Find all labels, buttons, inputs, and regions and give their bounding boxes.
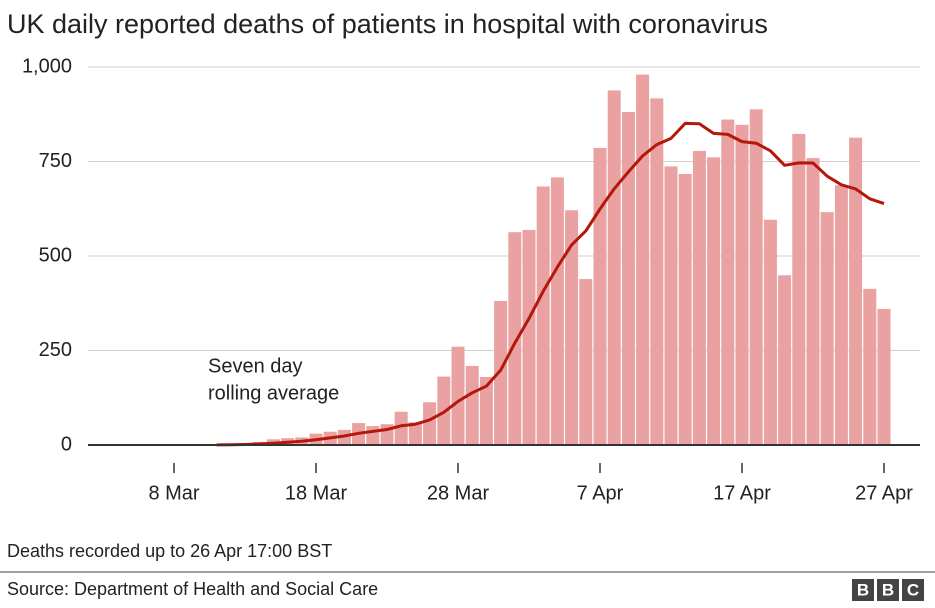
bar: [479, 376, 493, 445]
bar: [565, 210, 579, 445]
bar: [749, 109, 763, 445]
bar: [607, 90, 621, 445]
bar: [408, 422, 422, 445]
rolling-average-line: [216, 121, 885, 447]
y-tick-label: 0: [61, 433, 72, 455]
bar: [721, 119, 735, 446]
bar: [820, 212, 834, 445]
bar: [692, 150, 706, 445]
x-tick-label: 18 Mar: [285, 482, 348, 504]
logo-box: [877, 579, 899, 601]
bar: [465, 365, 479, 445]
bar: [763, 219, 777, 445]
bar: [792, 133, 806, 445]
bar: [778, 275, 792, 445]
chart-title: UK daily reported deaths of patients in …: [7, 9, 768, 39]
bar: [522, 229, 536, 445]
bar: [636, 74, 650, 445]
bar: [536, 186, 550, 445]
bar: [621, 111, 635, 446]
logo-box: [902, 579, 924, 601]
bar: [863, 288, 877, 445]
bar: [806, 158, 820, 445]
bar: [664, 166, 678, 445]
bar: [550, 177, 564, 445]
bar: [707, 157, 721, 446]
note: Deaths recorded up to 26 Apr 17:00 BST: [7, 541, 332, 561]
bar: [394, 411, 408, 445]
line-label: rolling average: [208, 382, 339, 404]
x-tick-label: 7 Apr: [577, 482, 624, 504]
bar: [494, 300, 508, 445]
bar: [579, 279, 593, 445]
bar: [508, 232, 522, 445]
x-tick-label: 28 Mar: [427, 482, 490, 504]
bar: [834, 185, 848, 445]
y-tick-label: 250: [39, 339, 72, 361]
x-tick-label: 17 Apr: [713, 482, 771, 504]
bar: [877, 308, 891, 445]
y-tick-label: 750: [39, 150, 72, 172]
bar: [678, 173, 692, 445]
x-tick-label: 27 Apr: [855, 482, 913, 504]
logo-letter: B: [882, 580, 894, 599]
bar: [423, 402, 437, 445]
bar: [849, 137, 863, 445]
bar: [366, 426, 380, 445]
logo-letter: C: [907, 580, 919, 599]
x-tick-label: 8 Mar: [148, 482, 199, 504]
source: Source: Department of Health and Social …: [7, 579, 378, 599]
logo-box: [852, 579, 874, 601]
y-tick-label: 500: [39, 244, 72, 266]
line-label: Seven day: [208, 355, 303, 377]
bar: [593, 147, 607, 445]
bar: [451, 346, 465, 445]
logo-letter: B: [857, 580, 869, 599]
y-tick-label: 1,000: [22, 55, 72, 77]
bar: [735, 124, 749, 446]
bar: [650, 98, 664, 446]
